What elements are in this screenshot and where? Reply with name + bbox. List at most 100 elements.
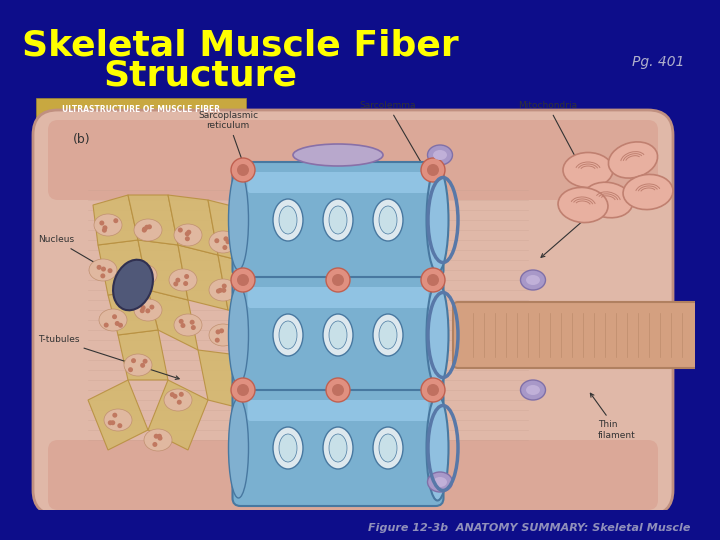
Circle shape (231, 158, 255, 182)
Ellipse shape (526, 385, 540, 395)
FancyBboxPatch shape (248, 172, 428, 193)
Polygon shape (148, 290, 198, 350)
FancyBboxPatch shape (453, 302, 713, 368)
FancyBboxPatch shape (33, 110, 673, 515)
Circle shape (231, 378, 255, 402)
Ellipse shape (174, 314, 202, 336)
Circle shape (109, 227, 114, 232)
Circle shape (332, 274, 344, 286)
Ellipse shape (169, 269, 197, 291)
Circle shape (106, 264, 111, 269)
Circle shape (141, 307, 146, 312)
Circle shape (237, 164, 249, 176)
Circle shape (112, 314, 117, 319)
Ellipse shape (563, 152, 613, 187)
Circle shape (116, 422, 121, 427)
Circle shape (112, 221, 117, 226)
Polygon shape (128, 195, 178, 245)
Ellipse shape (234, 284, 262, 306)
Circle shape (212, 286, 217, 291)
Circle shape (180, 283, 185, 288)
Ellipse shape (144, 429, 172, 451)
Ellipse shape (273, 199, 303, 241)
Circle shape (427, 384, 439, 396)
Circle shape (238, 295, 243, 300)
Circle shape (107, 265, 112, 269)
Circle shape (225, 335, 230, 340)
FancyBboxPatch shape (233, 277, 444, 393)
Ellipse shape (209, 279, 237, 301)
Circle shape (141, 302, 146, 307)
Text: Thin
filament: Thin filament (590, 393, 636, 440)
Ellipse shape (323, 199, 353, 241)
Ellipse shape (583, 182, 633, 218)
Circle shape (148, 273, 153, 278)
Circle shape (181, 272, 186, 277)
Circle shape (427, 274, 439, 286)
Text: Sarcolemma: Sarcolemma (360, 101, 441, 197)
Ellipse shape (379, 321, 397, 349)
FancyBboxPatch shape (233, 390, 444, 506)
Ellipse shape (373, 427, 403, 469)
Polygon shape (98, 240, 148, 295)
Circle shape (148, 434, 153, 439)
Ellipse shape (428, 472, 452, 492)
Text: Sarcoplasmic
reticulum: Sarcoplasmic reticulum (198, 111, 287, 286)
Text: Figure 12-3b  ANATOMY SUMMARY: Skeletal Muscle: Figure 12-3b ANATOMY SUMMARY: Skeletal M… (368, 523, 690, 533)
Circle shape (212, 242, 217, 247)
Ellipse shape (228, 398, 248, 498)
Ellipse shape (228, 285, 248, 385)
Text: T-tubules: T-tubules (38, 335, 179, 380)
Circle shape (179, 282, 184, 287)
Text: Mitochondria: Mitochondria (518, 101, 591, 186)
Circle shape (184, 319, 189, 324)
Ellipse shape (426, 282, 449, 388)
Circle shape (182, 230, 187, 234)
Circle shape (98, 269, 103, 274)
Text: Nucleus: Nucleus (38, 235, 130, 283)
Circle shape (143, 312, 148, 316)
Ellipse shape (373, 199, 403, 241)
Ellipse shape (273, 314, 303, 356)
Circle shape (132, 361, 136, 366)
Polygon shape (208, 200, 258, 265)
Circle shape (216, 336, 221, 341)
Ellipse shape (113, 260, 153, 310)
Circle shape (151, 232, 156, 237)
Ellipse shape (373, 314, 403, 356)
Circle shape (215, 328, 220, 333)
Circle shape (123, 421, 128, 426)
Ellipse shape (323, 427, 353, 469)
Circle shape (117, 421, 122, 426)
FancyBboxPatch shape (233, 162, 444, 278)
Circle shape (113, 416, 118, 422)
Circle shape (146, 272, 151, 276)
Ellipse shape (323, 314, 353, 356)
Polygon shape (88, 380, 148, 450)
Ellipse shape (521, 270, 546, 290)
Circle shape (150, 221, 154, 227)
Circle shape (326, 378, 350, 402)
Ellipse shape (94, 214, 122, 236)
Ellipse shape (134, 299, 162, 321)
Circle shape (148, 225, 153, 230)
Circle shape (222, 284, 227, 288)
Polygon shape (93, 195, 138, 245)
Ellipse shape (526, 275, 540, 285)
Circle shape (243, 294, 248, 300)
Polygon shape (118, 330, 168, 380)
Ellipse shape (174, 224, 202, 246)
Circle shape (421, 378, 445, 402)
Circle shape (150, 438, 155, 444)
Circle shape (94, 269, 99, 274)
Circle shape (174, 275, 179, 280)
Circle shape (169, 398, 174, 403)
Ellipse shape (99, 309, 127, 331)
Circle shape (237, 274, 249, 286)
Circle shape (178, 232, 183, 238)
Circle shape (148, 432, 153, 437)
Circle shape (171, 398, 176, 403)
Circle shape (326, 268, 350, 292)
Circle shape (137, 360, 142, 365)
Ellipse shape (426, 167, 449, 273)
